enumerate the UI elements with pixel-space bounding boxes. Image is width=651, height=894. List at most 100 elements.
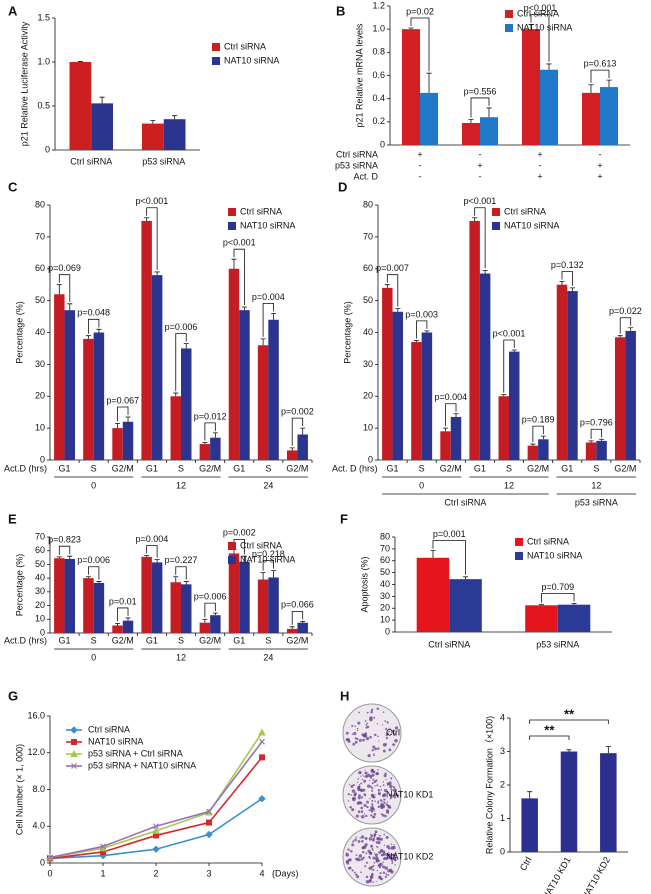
colony (364, 774, 369, 778)
colony (354, 725, 356, 728)
colony (381, 814, 385, 817)
bar (297, 434, 308, 460)
colony (373, 835, 376, 837)
error-bar (511, 349, 517, 352)
p-value: p=0.006 (165, 322, 198, 332)
colony (374, 747, 377, 751)
panel-letter: B (336, 3, 345, 18)
colony (382, 711, 385, 713)
bar (596, 440, 607, 460)
colony (394, 864, 396, 866)
colony (371, 789, 374, 792)
colony (360, 835, 365, 839)
condition-sign: - (599, 149, 602, 159)
y-tick-label: 0.6 (372, 70, 385, 80)
sig-label: ** (544, 722, 555, 737)
bar (600, 87, 618, 145)
x-tick-label: S (265, 463, 271, 473)
x-tick-label: 4 (259, 868, 264, 878)
bar (411, 342, 422, 460)
error-bar (96, 581, 102, 583)
y-tick-label: 20 (380, 603, 390, 613)
colony (371, 803, 374, 806)
legend-swatch (228, 222, 236, 230)
x-tick-label: G1 (233, 635, 245, 645)
colony (360, 775, 362, 777)
colony (351, 789, 356, 793)
y-tick-label: 8.0 (32, 784, 45, 794)
legend-label: p53 siRNA + NAT10 siRNA (88, 760, 196, 770)
x-tick-label: 1 (100, 868, 105, 878)
sig-label: ** (564, 706, 575, 721)
p-value: p=0.006 (77, 555, 110, 565)
colony (371, 804, 374, 807)
colony (350, 785, 354, 788)
x-tick-label: S (419, 463, 425, 473)
colony (352, 783, 355, 787)
p-bracket (474, 207, 486, 269)
colony (384, 743, 388, 746)
error-bar (56, 284, 62, 295)
p-value: p=0.556 (464, 86, 497, 96)
p-value: p=0.227 (165, 555, 198, 565)
y-tick-label: 20 (363, 391, 373, 401)
colony (359, 801, 363, 805)
colony (373, 716, 376, 719)
bar (540, 69, 558, 145)
group-title: Act.D (hrs) (4, 463, 47, 473)
colony (384, 866, 388, 870)
colony (363, 733, 368, 738)
legend-swatch (228, 556, 236, 564)
colony (391, 862, 394, 865)
error-bar (289, 626, 295, 629)
colony (376, 869, 379, 872)
p-bracket (445, 403, 457, 427)
colony (384, 875, 387, 878)
bar (83, 578, 94, 633)
error-bar (617, 335, 623, 338)
colony (371, 787, 374, 790)
y-tick-label: 80 (380, 531, 390, 541)
y-tick-label: 50 (35, 295, 45, 305)
colony (383, 856, 387, 861)
error-bar (300, 620, 306, 623)
condition-sign: - (419, 171, 422, 181)
colony (374, 853, 378, 857)
bar (181, 348, 192, 460)
colony (357, 857, 359, 859)
colony (370, 814, 373, 817)
p-value: p=0.002 (223, 528, 256, 538)
group-title: Act. D (hrs) (332, 463, 378, 473)
bar (199, 444, 211, 460)
colony (372, 778, 375, 781)
legend-swatch (492, 208, 500, 216)
p-value: p=0.796 (580, 418, 613, 428)
colony (382, 784, 385, 787)
bar (268, 577, 279, 633)
bar (54, 294, 65, 460)
error-bar (482, 269, 488, 274)
colony (361, 778, 364, 781)
colony (386, 853, 390, 857)
colony (377, 800, 380, 803)
colony (352, 742, 356, 746)
colony (384, 814, 387, 818)
y-tick-label: 0 (40, 627, 45, 637)
colony (388, 854, 391, 856)
colony (358, 784, 361, 786)
colony (374, 800, 376, 802)
bar (420, 92, 438, 145)
colony (390, 856, 394, 861)
error-bar (271, 570, 277, 578)
error-bar (183, 581, 189, 585)
colony (364, 769, 366, 771)
colony (358, 794, 361, 797)
colony (356, 727, 359, 730)
bar (239, 561, 250, 633)
condition-sign: + (477, 160, 482, 170)
colony (386, 804, 388, 806)
p-bracket (175, 566, 187, 580)
bar (585, 442, 597, 460)
x-tick-label: G1 (561, 463, 573, 473)
y-axis-label: Relative Colony Formation（×100) (484, 716, 494, 854)
